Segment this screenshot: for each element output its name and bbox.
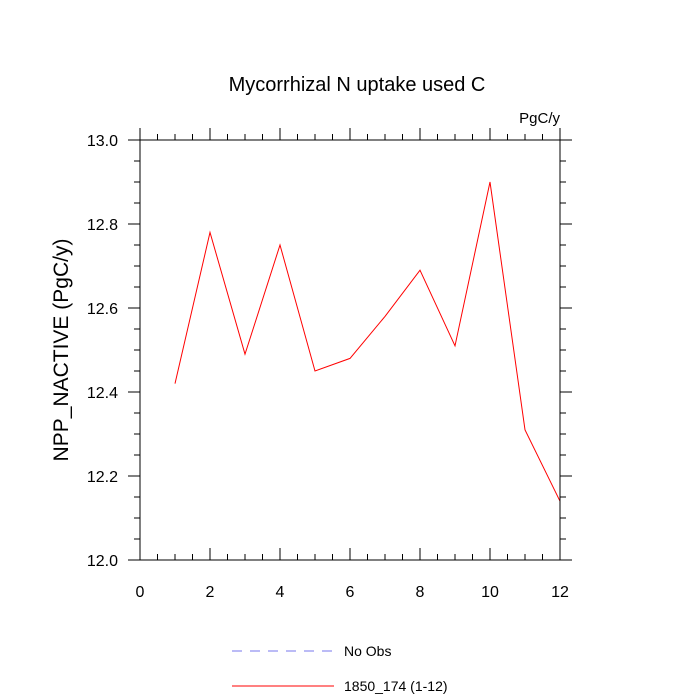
- y-axis-label: NPP_NACTIVE (PgC/y): [50, 239, 73, 462]
- units-label: PgC/y: [519, 110, 560, 127]
- y-tick-label: 13.0: [87, 133, 118, 150]
- plot-series: [174, 181, 561, 502]
- legend-label: No Obs: [344, 643, 391, 659]
- plot-frame: [139, 139, 561, 561]
- chart-title: Mycorrhizal N uptake used C: [229, 74, 486, 96]
- x-tick-label: 10: [481, 584, 499, 601]
- y-tick-label: 12.2: [87, 469, 118, 486]
- axis-tick-labels: 0 2 4 6 8 10 12 12.0 12.2 12.4 12.6 12.8 13.0: [87, 133, 569, 601]
- x-tick-label: 4: [276, 584, 285, 601]
- legend: No Obs 1850_174 (1-12): [232, 643, 448, 694]
- x-tick-label: 8: [416, 584, 425, 601]
- series-line: [174, 181, 561, 502]
- y-tick-label: 12.8: [87, 217, 118, 234]
- x-tick-label: 12: [551, 584, 569, 601]
- x-tick-label: 6: [346, 584, 355, 601]
- y-tick-label: 12.6: [87, 301, 118, 318]
- y-tick-label: 12.0: [87, 553, 118, 570]
- x-tick-label: 2: [206, 584, 215, 601]
- x-tick-label: 0: [136, 584, 145, 601]
- legend-label: 1850_174 (1-12): [344, 678, 448, 694]
- y-tick-label: 12.4: [87, 385, 118, 402]
- axis-ticks: [128, 128, 572, 561]
